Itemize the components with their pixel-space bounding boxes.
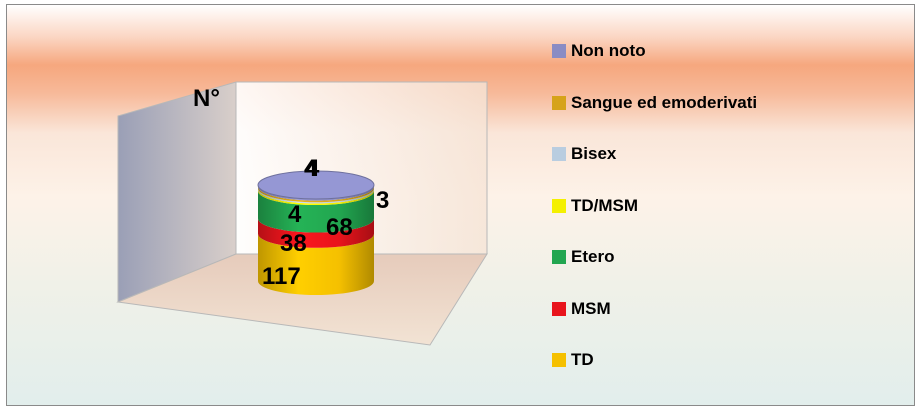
floor [116,253,488,346]
legend-swatch [552,95,566,110]
bar-segment-msm [258,218,374,248]
legend-swatch [552,44,566,58]
legend-item-non-noto: Non noto [552,34,892,68]
legend-swatch [552,147,566,161]
legend-label: TD [571,350,594,369]
legend-label: MSM [571,298,611,318]
data-label-msm: 38 [280,230,307,257]
data-label-etero: 68 [326,214,353,241]
legend-item-td: TD [552,343,892,377]
legend-swatch [552,198,566,213]
legend-item-bisex: Bisex [552,137,892,171]
legend-label: Etero [571,247,615,266]
legend-item-msm: MSM [552,292,892,326]
legend-label: Bisex [571,144,617,163]
data-label-sangue-ed-emoderivati: 4 [306,155,320,182]
legend-item-etero: Etero [552,240,892,274]
stacked-cylinder [257,170,375,295]
legend-label: Non noto [571,41,646,60]
bar-segment-td [258,233,374,295]
cylinder-top [257,170,375,200]
legend-item-sangue-ed-emoderivati: Sangue ed emoderivati [552,86,892,120]
legend-swatch [552,301,566,316]
y-axis-label: N° [193,85,220,112]
data-label-non-noto: 4 [304,155,318,182]
legend: Non noto Sangue ed emoderivati Bisex TD/MSM… [552,34,892,395]
bar-segment-etero [258,191,374,233]
legend-swatch [552,250,566,264]
data-label-bisex: 3 [376,187,389,214]
legend-swatch [552,353,566,367]
legend-label: Sangue ed emoderivati [571,92,758,112]
data-label-td: 117 [262,263,301,290]
legend-label: TD/MSM [571,195,639,215]
legend-item-td-msm: TD/MSM [552,189,892,223]
data-label-td-msm: 4 [288,201,302,228]
